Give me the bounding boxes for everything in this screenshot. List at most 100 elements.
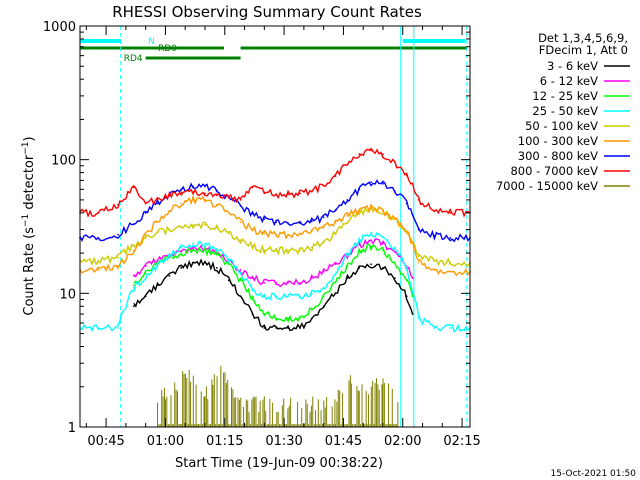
- legend-entry-label: 25 - 50 keV: [532, 104, 598, 118]
- series-point: [358, 188, 361, 191]
- series-point: [132, 244, 135, 246]
- series-point: [239, 239, 242, 242]
- x-tick-label: 01:30: [265, 434, 302, 449]
- series-point: [287, 233, 289, 236]
- series-line: [79, 147, 471, 218]
- series-point: [299, 327, 301, 329]
- series-point: [411, 277, 414, 280]
- series-point: [346, 265, 349, 267]
- legend-entry-label: 6 - 12 keV: [540, 74, 598, 88]
- series-point: [180, 266, 183, 269]
- series-point: [132, 284, 135, 287]
- series-point: [310, 317, 313, 320]
- series-point: [239, 268, 242, 271]
- series-point: [322, 226, 325, 229]
- series-point: [215, 203, 218, 206]
- series-point: [180, 225, 183, 228]
- series-point: [144, 202, 147, 205]
- series-point: [382, 266, 384, 269]
- series-point: [346, 221, 349, 224]
- series-point: [144, 265, 147, 267]
- series-point: [156, 231, 159, 234]
- series-point: [405, 230, 408, 233]
- series-point: [192, 247, 195, 250]
- timestamp: 15-Oct-2021 01:50: [551, 469, 637, 479]
- series-point: [393, 190, 396, 193]
- series-point: [334, 175, 337, 178]
- series-point: [334, 272, 337, 275]
- series-2: [132, 243, 414, 323]
- series-point: [263, 218, 266, 220]
- series-point: [132, 186, 135, 189]
- series-point: [117, 265, 119, 267]
- series-point: [97, 268, 100, 271]
- series-point: [204, 261, 206, 264]
- series-point: [144, 234, 147, 237]
- series-point: [251, 186, 254, 189]
- series-point: [204, 199, 206, 201]
- series-point: [411, 295, 414, 298]
- series-point: [358, 250, 361, 253]
- series-point: [132, 286, 135, 289]
- flag-label: RD0: [158, 44, 177, 54]
- series-8: [157, 365, 399, 427]
- series-line: [79, 194, 471, 277]
- series-point: [204, 185, 206, 188]
- series-point: [227, 258, 230, 261]
- series-point: [215, 266, 218, 269]
- series-point: [156, 197, 159, 200]
- series-point: [322, 184, 325, 187]
- series-point: [275, 193, 278, 196]
- series-point: [204, 192, 206, 195]
- legend-entry-label: 7000 - 15000 keV: [496, 179, 598, 193]
- series-point: [433, 327, 436, 329]
- series-point: [334, 221, 337, 224]
- series-point: [433, 259, 436, 262]
- series-point: [322, 241, 325, 244]
- legend-entry-label: 100 - 300 keV: [518, 134, 598, 148]
- series-point: [251, 245, 254, 248]
- series-point: [310, 292, 313, 295]
- series-point: [449, 327, 452, 329]
- series-point: [370, 181, 373, 183]
- flag-label: N: [148, 37, 155, 47]
- series-point: [263, 313, 266, 315]
- series-point: [251, 212, 254, 215]
- series-point: [393, 277, 396, 280]
- series-point: [132, 275, 135, 277]
- series-point: [299, 281, 301, 284]
- series-point: [263, 281, 266, 284]
- series-point: [322, 295, 325, 298]
- series-point: [417, 255, 420, 257]
- series-point: [251, 289, 254, 292]
- series-point: [239, 205, 242, 207]
- series-point: [310, 230, 313, 233]
- series-point: [370, 231, 373, 234]
- series-point: [144, 295, 147, 298]
- series-point: [263, 249, 266, 252]
- series-point: [287, 281, 289, 284]
- series-point: [417, 199, 420, 201]
- series-point: [382, 249, 384, 252]
- series-point: [192, 242, 195, 245]
- series-point: [433, 268, 436, 271]
- series-point: [299, 317, 301, 320]
- legend-entry-label: 50 - 100 keV: [525, 119, 598, 133]
- series-point: [204, 224, 206, 226]
- series-point: [358, 240, 361, 243]
- series-point: [370, 245, 373, 248]
- series-point: [287, 249, 289, 252]
- series-point: [310, 277, 313, 280]
- series-point: [156, 259, 159, 262]
- series-point: [299, 232, 301, 235]
- series-point: [358, 266, 361, 269]
- series-point: [263, 232, 266, 235]
- series-point: [393, 246, 396, 249]
- series-point: [449, 236, 452, 239]
- series-point: [215, 194, 218, 197]
- series-point: [227, 196, 230, 199]
- series-point: [192, 199, 195, 201]
- series-point: [449, 211, 452, 214]
- series-point: [334, 232, 337, 235]
